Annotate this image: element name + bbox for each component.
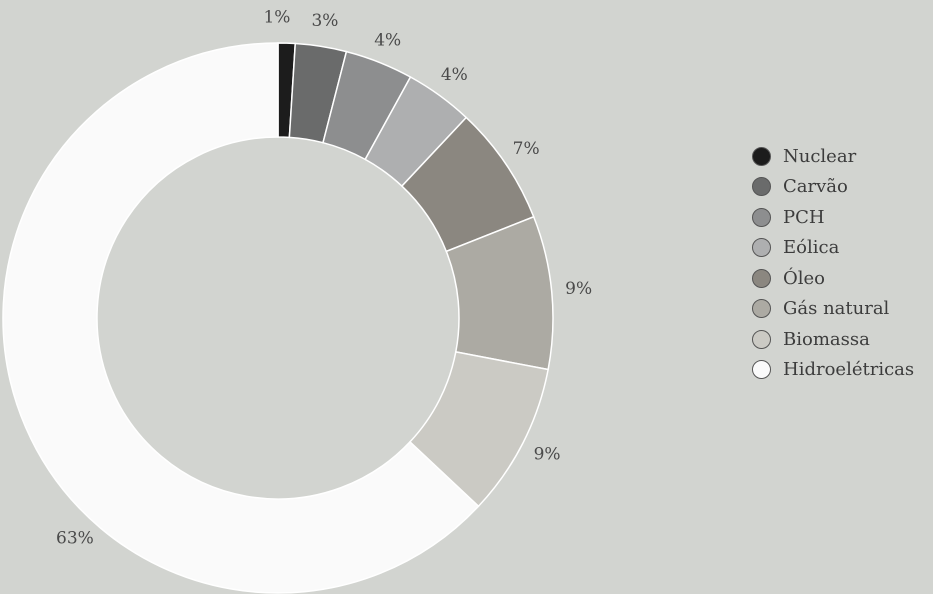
percent-label-hidroeletricas: 63%: [56, 528, 94, 548]
legend-label-gas-natural: Gás natural: [783, 298, 890, 320]
legend-item-oleo: Óleo: [752, 263, 914, 294]
legend-label-biomassa: Biomassa: [783, 328, 870, 350]
legend-label-pch: PCH: [783, 206, 825, 228]
legend-item-hidroeletricas: Hidroelétricas: [752, 355, 914, 386]
percent-label-oleo: 7%: [513, 139, 540, 159]
percent-label-pch: 4%: [374, 30, 401, 50]
legend-item-eolica: Eólica: [752, 233, 914, 264]
legend-item-gas-natural: Gás natural: [752, 294, 914, 325]
percent-label-biomassa: 9%: [534, 445, 561, 465]
legend-swatch-eolica: [752, 238, 771, 258]
legend: Nuclear Carvão PCH Eólica Óleo Gás natural Bio…: [752, 141, 914, 385]
percent-label-carvao: 3%: [311, 11, 338, 31]
donut-slices: [2, 42, 554, 594]
legend-swatch-nuclear: [752, 146, 771, 166]
legend-label-hidroeletricas: Hidroelétricas: [783, 359, 915, 381]
legend-label-eolica: Eólica: [783, 237, 840, 259]
slice-hidroeletricas: [2, 42, 480, 594]
percent-label-eolica: 4%: [441, 65, 468, 85]
percent-labels: 1% 3% 4% 4% 7% 9% 9% 63%: [56, 8, 592, 549]
percent-label-nuclear: 1%: [263, 8, 290, 28]
legend-swatch-oleo: [752, 268, 771, 288]
legend-swatch-pch: [752, 207, 771, 227]
legend-swatch-gas-natural: [752, 299, 771, 319]
legend-item-pch: PCH: [752, 202, 914, 233]
legend-label-carvao: Carvão: [783, 176, 848, 198]
legend-swatch-carvao: [752, 177, 771, 197]
legend-swatch-hidroeletricas: [752, 360, 771, 380]
legend-item-biomassa: Biomassa: [752, 324, 914, 355]
legend-item-carvao: Carvão: [752, 172, 914, 203]
legend-swatch-biomassa: [752, 329, 771, 349]
legend-item-nuclear: Nuclear: [752, 141, 914, 172]
legend-label-oleo: Óleo: [783, 267, 826, 289]
legend-label-nuclear: Nuclear: [783, 145, 857, 167]
percent-label-gas-natural: 9%: [565, 279, 592, 299]
